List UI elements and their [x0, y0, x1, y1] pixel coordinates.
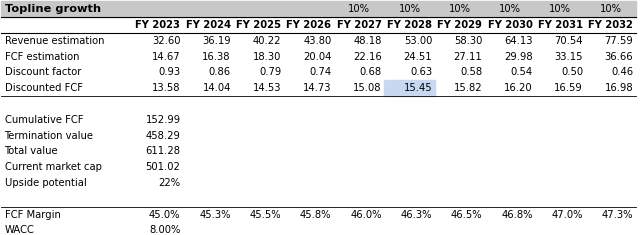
- Text: 18.30: 18.30: [253, 52, 281, 62]
- Text: FY 2026: FY 2026: [286, 20, 332, 30]
- Text: Discounted FCF: Discounted FCF: [4, 83, 83, 93]
- Text: 16.59: 16.59: [554, 83, 583, 93]
- Text: 24.51: 24.51: [403, 52, 432, 62]
- Text: 47.3%: 47.3%: [602, 210, 634, 219]
- Text: 43.80: 43.80: [303, 36, 332, 46]
- Text: FY 2025: FY 2025: [236, 20, 281, 30]
- Text: 611.28: 611.28: [145, 146, 180, 156]
- Text: 48.18: 48.18: [353, 36, 382, 46]
- Text: 45.3%: 45.3%: [199, 210, 231, 219]
- Text: FY 2028: FY 2028: [387, 20, 432, 30]
- Text: 47.0%: 47.0%: [552, 210, 583, 219]
- Text: 0.79: 0.79: [259, 67, 281, 77]
- Text: Revenue estimation: Revenue estimation: [4, 36, 104, 46]
- Text: 10%: 10%: [399, 4, 420, 14]
- Text: FY 2031: FY 2031: [538, 20, 583, 30]
- Text: 46.0%: 46.0%: [350, 210, 382, 219]
- Text: 14.04: 14.04: [202, 83, 231, 93]
- Text: 15.45: 15.45: [403, 83, 432, 93]
- Text: 45.5%: 45.5%: [250, 210, 281, 219]
- Bar: [384, 80, 435, 96]
- Text: FCF Margin: FCF Margin: [4, 210, 60, 219]
- Text: 0.93: 0.93: [158, 67, 180, 77]
- Text: FY 2023: FY 2023: [136, 20, 180, 30]
- Text: 16.38: 16.38: [202, 52, 231, 62]
- Text: 46.3%: 46.3%: [401, 210, 432, 219]
- Text: 0.50: 0.50: [561, 67, 583, 77]
- Text: FY 2027: FY 2027: [337, 20, 381, 30]
- Text: 22.16: 22.16: [353, 52, 382, 62]
- Text: 0.63: 0.63: [410, 67, 432, 77]
- Text: Discount factor: Discount factor: [4, 67, 81, 77]
- Text: 14.73: 14.73: [303, 83, 332, 93]
- Text: 0.68: 0.68: [360, 67, 382, 77]
- Text: 40.22: 40.22: [253, 36, 281, 46]
- Text: 33.15: 33.15: [554, 52, 583, 62]
- Text: 46.5%: 46.5%: [451, 210, 483, 219]
- Text: 10%: 10%: [449, 4, 471, 14]
- Text: 501.02: 501.02: [146, 162, 180, 172]
- Text: 36.19: 36.19: [202, 36, 231, 46]
- Text: 10%: 10%: [549, 4, 572, 14]
- Text: Total value: Total value: [4, 146, 58, 156]
- Text: FY 2030: FY 2030: [488, 20, 532, 30]
- Text: 70.54: 70.54: [554, 36, 583, 46]
- Text: FY 2032: FY 2032: [588, 20, 633, 30]
- Text: 10%: 10%: [499, 4, 521, 14]
- Text: 45.8%: 45.8%: [300, 210, 332, 219]
- Text: WACC: WACC: [4, 225, 35, 235]
- Text: 14.67: 14.67: [152, 52, 180, 62]
- Text: 22%: 22%: [158, 178, 180, 188]
- Text: 13.58: 13.58: [152, 83, 180, 93]
- Text: 0.58: 0.58: [460, 67, 483, 77]
- Text: 0.74: 0.74: [309, 67, 332, 77]
- Text: 53.00: 53.00: [404, 36, 432, 46]
- Bar: [1, 1, 636, 17]
- Text: 16.98: 16.98: [605, 83, 634, 93]
- Text: 14.53: 14.53: [253, 83, 281, 93]
- Text: Cumulative FCF: Cumulative FCF: [4, 115, 83, 125]
- Text: Termination value: Termination value: [4, 131, 93, 141]
- Text: 20.04: 20.04: [303, 52, 332, 62]
- Text: 15.82: 15.82: [454, 83, 483, 93]
- Text: 45.0%: 45.0%: [149, 210, 180, 219]
- Text: 0.54: 0.54: [511, 67, 532, 77]
- Text: FY 2024: FY 2024: [186, 20, 231, 30]
- Text: Upside potential: Upside potential: [4, 178, 86, 188]
- Text: 10%: 10%: [348, 4, 370, 14]
- Text: 16.20: 16.20: [504, 83, 532, 93]
- Text: 58.30: 58.30: [454, 36, 483, 46]
- Text: 46.8%: 46.8%: [501, 210, 532, 219]
- Text: 77.59: 77.59: [605, 36, 634, 46]
- Text: FY 2029: FY 2029: [437, 20, 482, 30]
- Text: 458.29: 458.29: [146, 131, 180, 141]
- Text: 64.13: 64.13: [504, 36, 532, 46]
- Text: 36.66: 36.66: [605, 52, 634, 62]
- Text: 15.08: 15.08: [353, 83, 382, 93]
- Text: 152.99: 152.99: [145, 115, 180, 125]
- Text: 27.11: 27.11: [454, 52, 483, 62]
- Text: 10%: 10%: [600, 4, 621, 14]
- Text: FCF estimation: FCF estimation: [4, 52, 79, 62]
- Text: 0.86: 0.86: [209, 67, 231, 77]
- Text: 29.98: 29.98: [504, 52, 532, 62]
- Text: 0.46: 0.46: [611, 67, 634, 77]
- Text: 8.00%: 8.00%: [149, 225, 180, 235]
- Text: Current market cap: Current market cap: [4, 162, 101, 172]
- Text: Topline growth: Topline growth: [4, 4, 100, 14]
- Text: 32.60: 32.60: [152, 36, 180, 46]
